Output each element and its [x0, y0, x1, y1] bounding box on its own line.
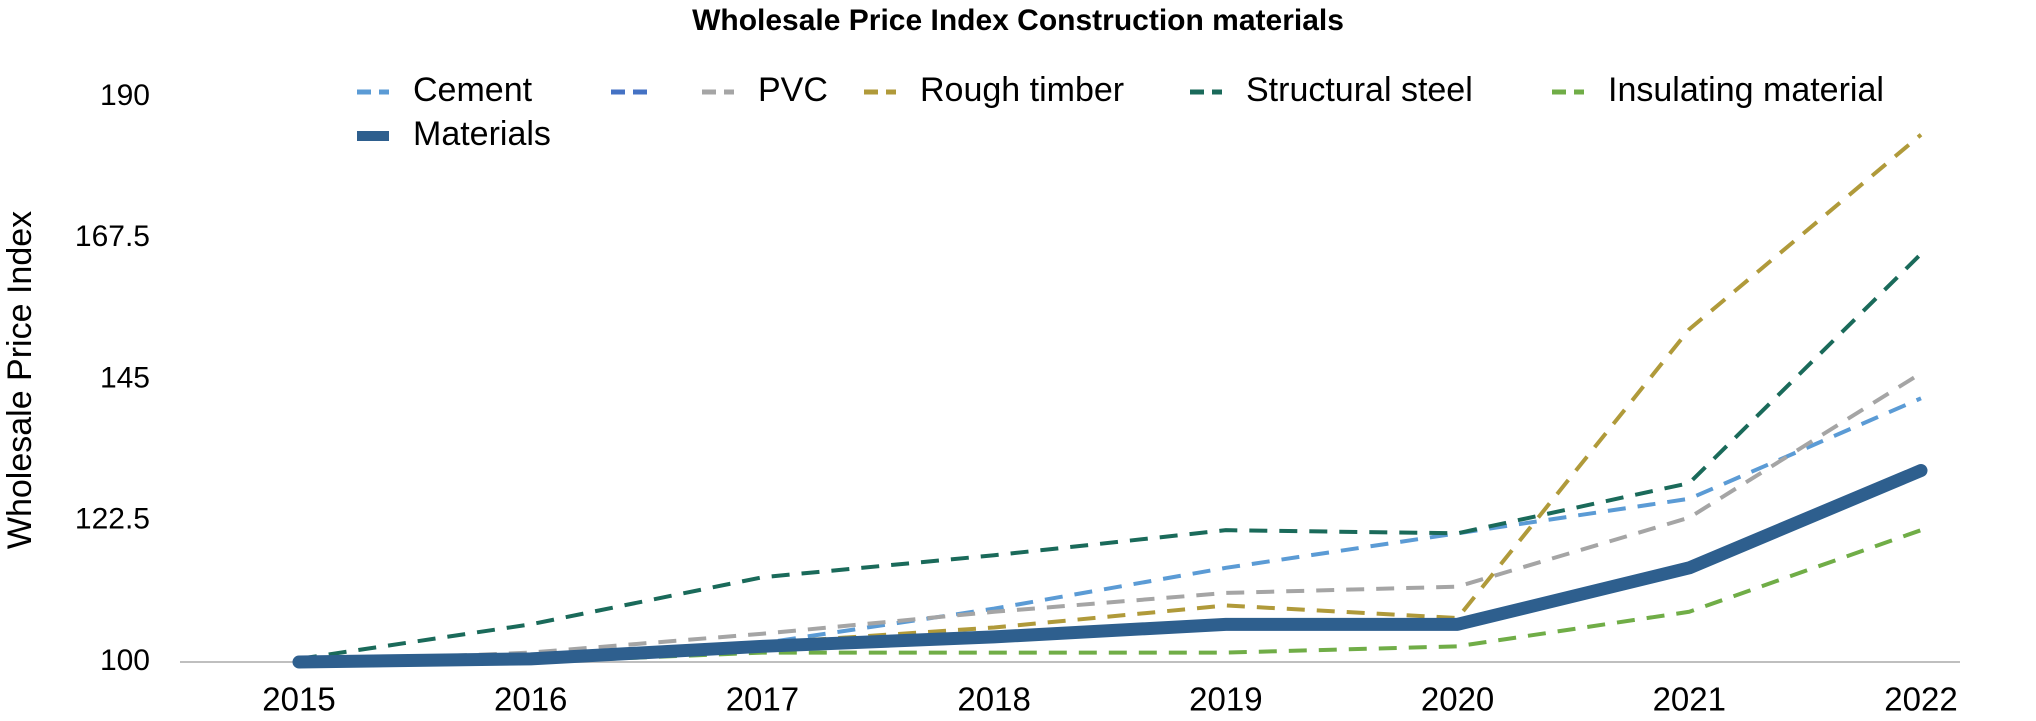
- series-line: [298, 133, 1923, 664]
- x-tick-label: 2021: [1653, 681, 1726, 718]
- series-line: [299, 528, 1922, 664]
- y-tick-label: 122.5: [75, 503, 150, 536]
- series-line: [298, 371, 1923, 664]
- x-tick-label: 2017: [726, 681, 799, 718]
- legend-label: Structural steel: [1246, 71, 1473, 109]
- y-tick-label: 145: [100, 361, 150, 394]
- x-tick-label: 2022: [1884, 681, 1957, 718]
- legend-label: Rough timber: [920, 71, 1124, 109]
- legend-label: PVC: [758, 71, 828, 109]
- x-tick-label: 2018: [957, 681, 1030, 718]
- legend-label: Materials: [413, 115, 551, 153]
- y-tick-label: 100: [100, 644, 150, 677]
- x-tick-label: 2020: [1421, 681, 1494, 718]
- x-tick-label: 2016: [494, 681, 567, 718]
- y-tick-label: 190: [100, 79, 150, 112]
- y-tick-label: 167.5: [75, 220, 150, 253]
- series-line: [298, 252, 1923, 661]
- series-line: [292, 464, 1928, 669]
- y-axis-label: Wholesale Price Index: [1, 211, 39, 549]
- x-tick-label: 2019: [1189, 681, 1262, 718]
- chart-title: Wholesale Price Index Construction mater…: [692, 4, 1344, 37]
- legend-label: Cement: [413, 71, 533, 109]
- x-tick-label: 2015: [262, 681, 335, 718]
- legend-label: Insulating material: [1608, 71, 1884, 109]
